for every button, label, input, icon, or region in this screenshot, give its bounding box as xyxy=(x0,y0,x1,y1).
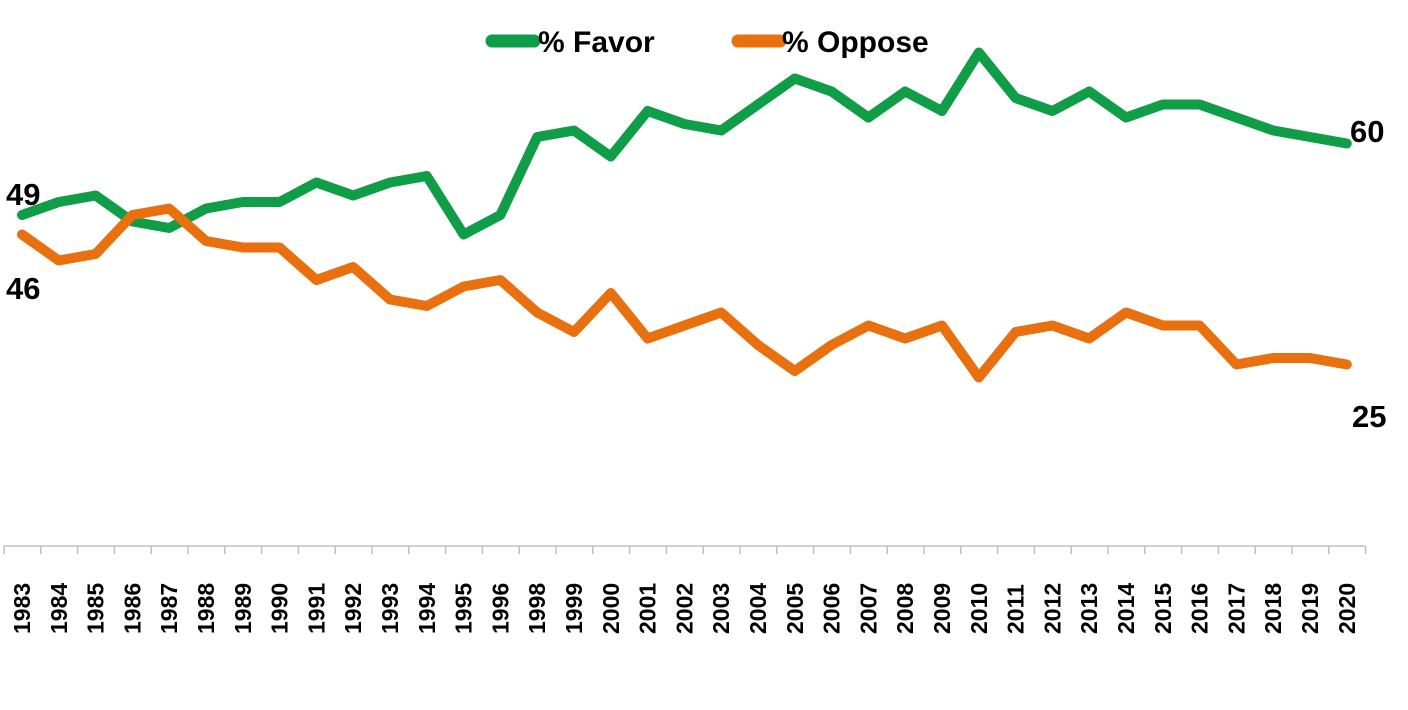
x-tick-label: 1990 xyxy=(267,583,293,634)
x-tick-label: 1989 xyxy=(230,583,256,634)
x-tick-label: 2005 xyxy=(782,583,808,634)
x-tick-label: 2004 xyxy=(745,583,771,634)
x-tick-label: 1994 xyxy=(414,583,440,634)
end-labels: 49 46 60 25 xyxy=(6,114,1386,434)
oppose-end-label: 25 xyxy=(1352,399,1386,434)
x-tick-label: 2011 xyxy=(1003,584,1029,634)
x-axis-tick-labels: 1983 1984 1985 1986 1987 1988 1989 1990 1991 1992… xyxy=(9,583,1360,634)
favor-start-label: 49 xyxy=(6,177,40,212)
x-tick-label: 2018 xyxy=(1260,583,1286,634)
x-tick-label: 2015 xyxy=(1150,583,1176,634)
x-tick-label: 2020 xyxy=(1334,583,1360,634)
x-tick-label: 1988 xyxy=(193,583,219,634)
favor-end-label: 60 xyxy=(1350,114,1384,149)
x-tick-label: 2010 xyxy=(966,583,992,634)
x-tick-label: 1998 xyxy=(524,583,550,634)
series-lines xyxy=(17,47,1352,383)
legend-label-favor: % Favor xyxy=(538,26,655,59)
x-tick-label: 2013 xyxy=(1076,583,1102,634)
x-tick-label: 1991 xyxy=(303,583,329,634)
x-tick-label: 2003 xyxy=(708,583,734,634)
x-tick-label: 2000 xyxy=(598,583,624,634)
series-line-favor xyxy=(17,47,1352,240)
x-tick-label: 2002 xyxy=(671,583,697,634)
x-tick-label: 1999 xyxy=(561,583,587,634)
x-tick-label: 2009 xyxy=(929,583,955,634)
oppose-start-label: 46 xyxy=(6,271,40,306)
x-tick-label: 1986 xyxy=(119,583,145,634)
x-tick-label: 2012 xyxy=(1039,583,1065,634)
x-tick-label: 2017 xyxy=(1223,583,1249,634)
x-tick-label: 2006 xyxy=(819,583,845,634)
x-tick-label: 1984 xyxy=(46,583,72,634)
x-tick-label: 2019 xyxy=(1297,583,1323,634)
x-tick-label: 2014 xyxy=(1113,583,1139,634)
x-tick-label: 1983 xyxy=(9,583,35,634)
x-tick-label: 1995 xyxy=(451,583,477,634)
x-tick-label: 1996 xyxy=(487,583,513,634)
x-tick-label: 2016 xyxy=(1187,583,1213,634)
x-tick-label: 1985 xyxy=(83,583,109,634)
x-tick-label: 1987 xyxy=(156,583,182,634)
x-tick-label: 2001 xyxy=(635,583,661,634)
x-tick-label: 1993 xyxy=(377,583,403,634)
legend: % Favor % Oppose xyxy=(485,26,929,59)
x-tick-label: 2008 xyxy=(892,583,918,634)
x-axis-ticks xyxy=(3,546,1367,554)
x-tick-label: 2007 xyxy=(855,583,881,634)
legend-label-oppose: % Oppose xyxy=(782,26,929,59)
x-tick-label: 1992 xyxy=(340,583,366,634)
series-line-oppose xyxy=(17,203,1352,383)
